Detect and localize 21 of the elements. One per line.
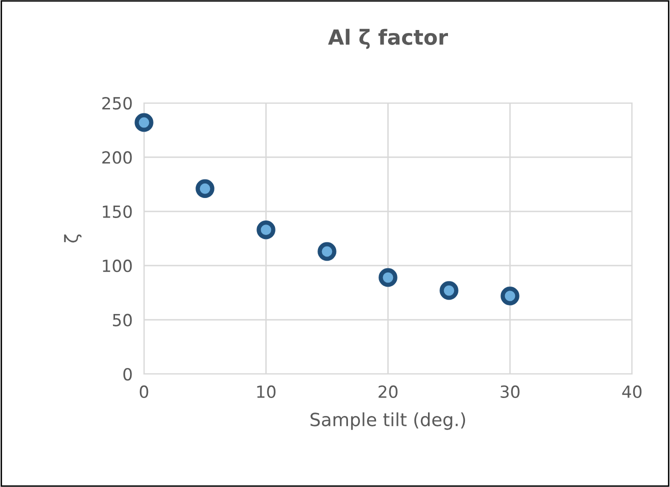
y-tick-label: 250 — [102, 96, 132, 110]
x-tick-label: 30 — [500, 385, 520, 398]
x-tick-label: 10 — [257, 385, 276, 398]
point — [134, 113, 154, 132]
y-tick-label: 0 — [123, 368, 132, 381]
point — [440, 281, 458, 300]
point — [378, 268, 398, 287]
point — [500, 286, 520, 306]
chart-title: Al ζ factor — [328, 28, 448, 49]
point — [196, 179, 214, 198]
y-tick-label: 100 — [102, 260, 132, 272]
x-tick-label: 20 — [378, 385, 398, 398]
point — [256, 220, 276, 240]
x-tick-label: 40 — [622, 385, 642, 398]
point — [318, 242, 336, 261]
y-axis-title: ζ — [64, 234, 82, 242]
y-tick-label: 200 — [102, 151, 132, 164]
y-tick-label: 150 — [102, 205, 132, 218]
x-tick-label: 0 — [140, 385, 148, 398]
x-axis-title: Sample tilt (deg.) — [310, 412, 466, 430]
y-tick-label: 50 — [112, 314, 132, 326]
